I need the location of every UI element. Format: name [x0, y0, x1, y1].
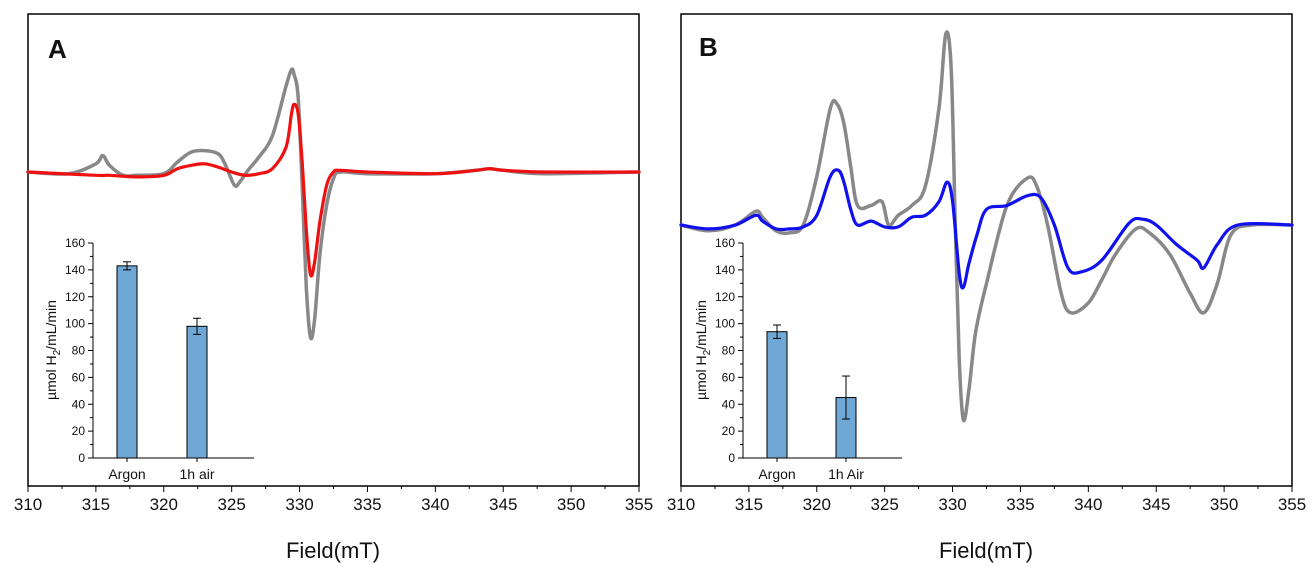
panel-b-inset-category-argon: Argon — [758, 466, 795, 482]
panel-b-inset: 0 20 40 60 80 100 120 140 160 Argon 1h Air µmol … — [693, 236, 902, 482]
panel-b-series — [679, 30, 1294, 423]
x-tick-label: 320 — [803, 495, 831, 514]
inset-bar — [116, 265, 138, 459]
x-tick-label: 320 — [150, 495, 178, 514]
inset-y-tick-label: 100 — [715, 317, 735, 331]
x-tick-label: 345 — [1142, 495, 1170, 514]
x-tick-label: 350 — [1210, 495, 1238, 514]
panel-a-letter: A — [48, 34, 67, 64]
inset-y-tick-label: 0 — [728, 451, 735, 465]
inset-y-tick-label: 20 — [722, 424, 736, 438]
panel-a-inset-y-ticks: 0 20 40 60 80 100 120 140 160 — [65, 236, 93, 465]
inset-bar — [766, 331, 788, 459]
x-tick-label: 350 — [557, 495, 585, 514]
panel-b-inset-bars — [766, 324, 857, 462]
inset-bar — [186, 325, 208, 459]
x-tick-label: 345 — [489, 495, 517, 514]
inset-y-tick-label: 40 — [722, 397, 736, 411]
panel-a-x-axis-title: Field(mT) — [286, 538, 380, 563]
panel-b-inset-category-1h-air: 1h Air — [828, 466, 864, 482]
inset-y-tick-label: 140 — [65, 263, 85, 277]
panel-a-x-ticks: 310 315 320 325 330 335 340 345 350 355 — [14, 486, 653, 514]
panel-b-letter: B — [699, 32, 718, 62]
panel-b: B 310 315 320 325 330 335 340 345 350 355 Field(m… — [667, 13, 1306, 563]
panel-b-inset-y-label: µmol H2/mL/min — [693, 300, 713, 400]
inset-y-tick-label: 100 — [65, 317, 85, 331]
inset-y-tick-label: 60 — [722, 370, 736, 384]
x-tick-label: 330 — [938, 495, 966, 514]
inset-y-tick-label: 80 — [722, 344, 736, 358]
x-tick-label: 355 — [625, 495, 653, 514]
x-tick-label: 330 — [285, 495, 313, 514]
panel-b-series-line-2 — [679, 168, 1294, 290]
x-tick-label: 325 — [217, 495, 245, 514]
x-tick-label: 335 — [353, 495, 381, 514]
x-tick-label: 340 — [1074, 495, 1102, 514]
inset-y-tick-label: 140 — [715, 263, 735, 277]
inset-y-tick-label: 120 — [715, 290, 735, 304]
panel-a-inset-category-1h-air: 1h air — [179, 466, 214, 482]
inset-y-tick-label: 40 — [72, 397, 86, 411]
x-tick-label: 325 — [870, 495, 898, 514]
panel-a-inset-y-label: µmol H2/mL/min — [43, 300, 63, 400]
panel-a-series — [26, 67, 641, 341]
panel-a-inset-category-argon: Argon — [108, 466, 145, 482]
inset-y-tick-label: 160 — [715, 236, 735, 250]
inset-y-tick-label: 80 — [72, 344, 86, 358]
x-tick-label: 310 — [667, 495, 695, 514]
x-tick-label: 315 — [82, 495, 110, 514]
panel-a-inset: 0 20 40 60 80 100 120 140 160 Argon 1h air µmol … — [43, 236, 254, 482]
panel-a-inset-bars — [116, 261, 208, 462]
x-tick-label: 355 — [1278, 495, 1306, 514]
x-tick-label: 335 — [1006, 495, 1034, 514]
inset-y-tick-label: 60 — [72, 370, 86, 384]
inset-y-tick-label: 120 — [65, 290, 85, 304]
panel-a: A 310 315 320 325 330 335 340 345 350 355 Field(m… — [14, 13, 653, 563]
x-tick-label: 340 — [421, 495, 449, 514]
x-tick-label: 310 — [14, 495, 42, 514]
panel-a-series-line-2 — [26, 102, 641, 278]
panel-b-x-axis-title: Field(mT) — [939, 538, 1033, 563]
inset-y-tick-label: 20 — [72, 424, 86, 438]
panel-b-inset-y-ticks: 0 20 40 60 80 100 120 140 160 — [715, 236, 743, 465]
panel-b-x-ticks: 310 315 320 325 330 335 340 345 350 355 — [667, 486, 1306, 514]
inset-y-tick-label: 0 — [78, 451, 85, 465]
x-tick-label: 315 — [735, 495, 763, 514]
inset-y-tick-label: 160 — [65, 236, 85, 250]
